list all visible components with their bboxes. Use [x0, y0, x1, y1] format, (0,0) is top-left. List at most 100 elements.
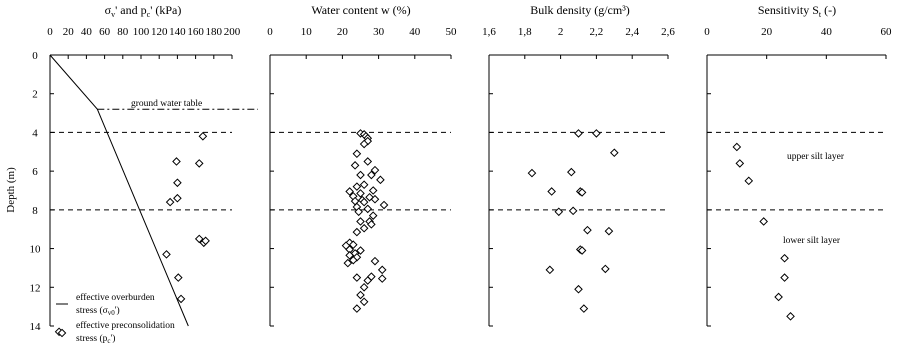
water-data-point [377, 274, 387, 283]
density-data-point [574, 129, 583, 138]
water-x-tick-label: 10 [301, 26, 313, 38]
sensitivity-panel-title: Sensitivity St (-) [758, 3, 836, 19]
y-tick-label: 0 [32, 50, 38, 62]
water-x-tick-label: 50 [446, 26, 458, 38]
water-data-point [363, 276, 373, 285]
y-tick-label: 6 [32, 166, 38, 178]
density-data-point [601, 264, 610, 274]
water-data-point [368, 186, 378, 195]
lower-silt-layer-label: lower silt layer [783, 236, 841, 246]
stress-x-tick-label: 200 [224, 26, 241, 38]
stress-x-tick-label: 80 [117, 26, 129, 38]
stress-data-point [174, 273, 183, 282]
water-data-point [359, 223, 369, 233]
water-data-point [352, 149, 362, 159]
ground-water-table-label: ground water table [131, 99, 202, 109]
water-data-point [356, 189, 365, 198]
stress-data-point [201, 236, 210, 246]
stress-data-point [173, 193, 182, 203]
stress-x-tick-label: 140 [169, 26, 186, 38]
water-data-point [359, 282, 369, 292]
stress-x-tick-label: 100 [133, 26, 150, 38]
y-tick-label: 8 [32, 205, 38, 217]
stress-x-tick-label: 120 [151, 26, 168, 38]
stress-data-point [198, 131, 208, 141]
stress-x-tick-label: 0 [47, 26, 53, 38]
sens-title-main: Sensitivity S [758, 3, 819, 17]
y-tick-label: 10 [30, 244, 42, 256]
density-data-point [577, 188, 587, 197]
stress-x-tick-label: 20 [63, 26, 75, 38]
legend-preconsolidation-line1: effective preconsolidation [76, 320, 175, 331]
sensitivity-data-point [744, 176, 754, 186]
y-tick-label: 4 [32, 127, 38, 139]
sensitivity-x-tick-label: 40 [821, 26, 833, 38]
water-data-point [356, 217, 365, 226]
stress-data-point [194, 234, 204, 244]
density-data-point [577, 246, 587, 255]
density-x-tick-label: 1,8 [518, 26, 532, 38]
legend-overburden-line1: effective overburden [76, 292, 155, 303]
stress-title-sub-c: c [147, 10, 151, 19]
density-data-point [545, 265, 555, 275]
stress-x-tick-label: 40 [81, 26, 93, 38]
water-data-point [352, 227, 362, 237]
water-data-point [363, 157, 373, 166]
legend-overburden-sub: v0 [108, 309, 116, 317]
density-data-point [574, 284, 583, 294]
stress-x-tick-label: 60 [99, 26, 111, 38]
density-data-point [579, 304, 589, 313]
upper-silt-layer-label: upper silt layer [787, 152, 845, 162]
legend-precons-c: ') [111, 333, 116, 344]
water-data-point [359, 197, 369, 207]
density-panel-title: Bulk density (g/cm³) [530, 3, 630, 17]
stress-x-tick-label: 160 [187, 26, 204, 38]
density-data-point [592, 129, 601, 138]
density-data-point [554, 207, 564, 217]
legend-overburden-a: stress (σ [76, 305, 108, 316]
legend-preconsolidation-line2: stress (pc') [76, 333, 115, 345]
water-panel-title: Water content w (%) [311, 3, 410, 17]
water-data-point [370, 194, 380, 204]
water-x-tick-label: 20 [337, 26, 349, 38]
water-x-tick-label: 40 [409, 26, 421, 38]
water-data-point [352, 304, 362, 313]
water-data-point [356, 170, 365, 180]
marks-layer [49, 54, 795, 338]
stress-data-point [176, 294, 186, 304]
stress-data-point [172, 157, 181, 166]
water-data-point [345, 251, 354, 260]
stress-data-point [194, 159, 204, 168]
density-x-tick-label: 2 [558, 26, 564, 38]
water-data-point [350, 161, 360, 170]
sens-title-end: (-) [821, 3, 836, 17]
density-data-point [568, 206, 578, 216]
sensitivity-data-point [759, 217, 768, 226]
density-data-point [604, 226, 614, 236]
water-data-point [359, 139, 369, 149]
sensitivity-data-point [732, 142, 742, 152]
water-data-point [359, 180, 369, 189]
stress-title-end: ' (kPa) [150, 3, 181, 17]
legend-precons-a: stress (p [76, 333, 108, 344]
stress-data-point [162, 250, 171, 259]
water-data-point [354, 207, 363, 217]
water-data-point [367, 170, 376, 180]
water-data-point [367, 220, 376, 229]
density-data-point [583, 225, 592, 235]
stress-x-tick-label: 180 [206, 26, 223, 38]
legend-overburden-c: ') [115, 305, 120, 316]
water-data-point [352, 182, 362, 191]
water-data-point [377, 265, 387, 275]
water-data-point [368, 211, 378, 220]
sensitivity-x-tick-label: 20 [761, 26, 773, 38]
water-data-point [348, 240, 358, 250]
water-data-point [345, 187, 354, 196]
legend-precons-sub: c [107, 337, 110, 345]
density-data-point [547, 187, 556, 196]
stress-data-point [165, 197, 175, 207]
stress-data-point [173, 178, 182, 188]
water-data-point [356, 290, 365, 300]
